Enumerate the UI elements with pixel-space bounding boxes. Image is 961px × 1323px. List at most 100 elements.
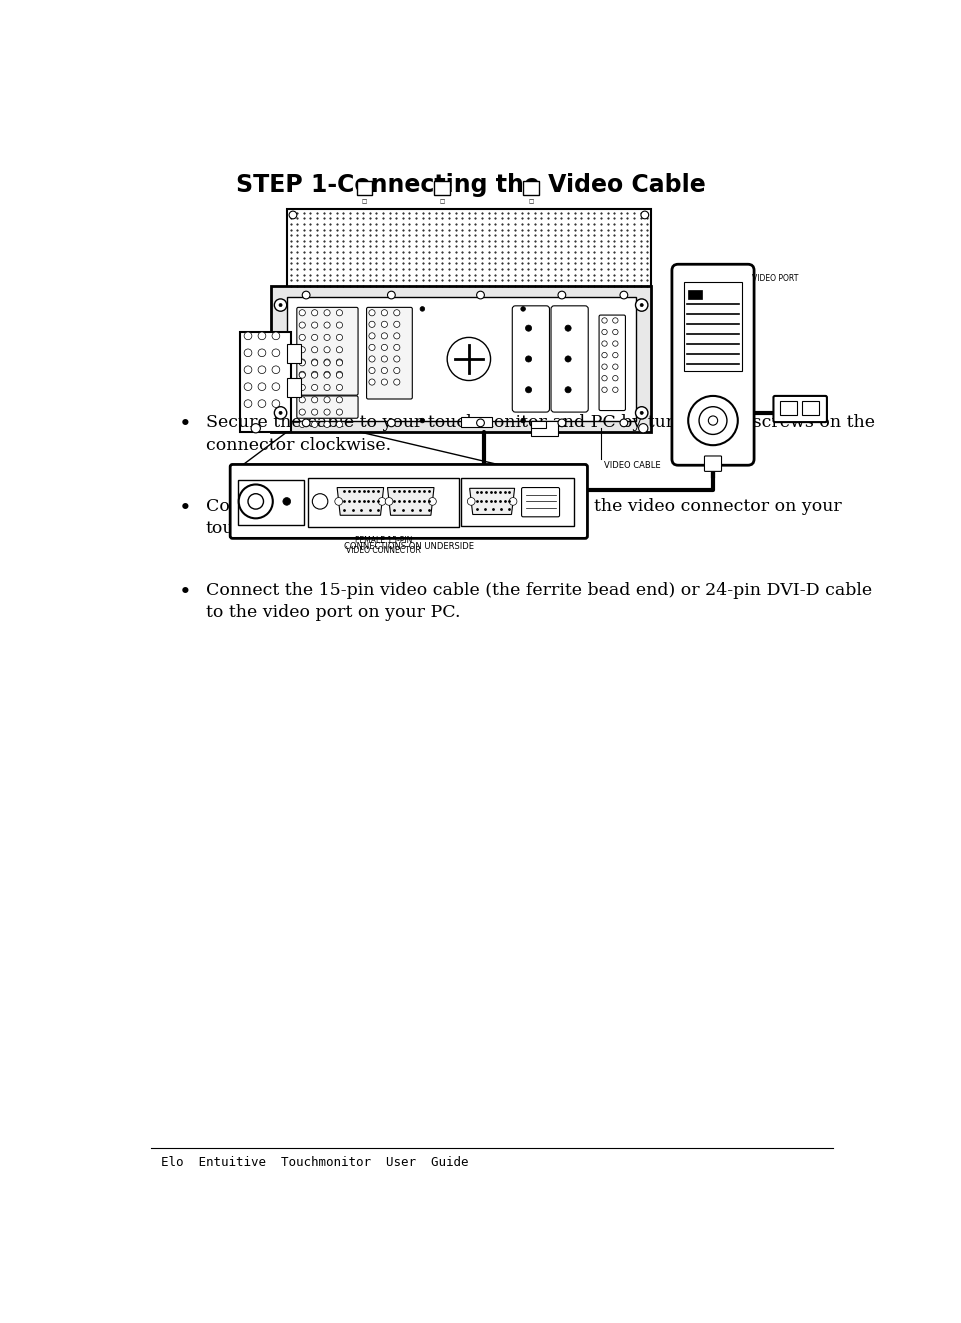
FancyBboxPatch shape [297, 396, 358, 418]
Circle shape [521, 418, 526, 423]
Circle shape [259, 366, 266, 373]
Text: CONNECTIONS ON UNDERSIDE: CONNECTIONS ON UNDERSIDE [344, 542, 474, 552]
Text: •: • [179, 582, 191, 602]
Circle shape [336, 385, 342, 390]
Circle shape [565, 325, 571, 331]
Circle shape [299, 385, 306, 390]
Circle shape [251, 423, 260, 433]
Circle shape [382, 344, 387, 351]
Circle shape [387, 291, 395, 299]
Circle shape [303, 291, 310, 299]
Circle shape [299, 359, 306, 365]
Circle shape [526, 325, 531, 331]
Circle shape [602, 352, 607, 357]
Circle shape [369, 333, 375, 339]
Circle shape [613, 352, 618, 357]
Circle shape [274, 299, 286, 311]
Circle shape [311, 360, 318, 366]
Circle shape [336, 421, 342, 427]
Circle shape [279, 303, 283, 307]
Bar [357, 181, 372, 194]
Circle shape [274, 406, 286, 419]
Circle shape [526, 356, 531, 363]
Circle shape [640, 411, 643, 414]
Circle shape [324, 421, 331, 427]
Circle shape [324, 310, 331, 316]
Circle shape [394, 344, 400, 351]
Circle shape [324, 335, 331, 340]
Circle shape [369, 344, 375, 351]
Circle shape [369, 321, 375, 327]
Circle shape [324, 372, 331, 377]
Circle shape [272, 332, 280, 340]
Circle shape [420, 418, 425, 423]
Circle shape [336, 310, 342, 316]
Circle shape [272, 349, 280, 357]
Bar [271, 286, 651, 433]
Circle shape [394, 310, 400, 316]
Bar [240, 332, 290, 433]
Circle shape [336, 360, 342, 366]
Circle shape [336, 372, 342, 378]
Circle shape [299, 360, 306, 366]
Circle shape [324, 385, 331, 390]
Circle shape [311, 359, 318, 365]
Polygon shape [470, 488, 514, 515]
FancyBboxPatch shape [672, 265, 754, 466]
Circle shape [394, 378, 400, 385]
Circle shape [259, 382, 266, 390]
Circle shape [613, 388, 618, 393]
Circle shape [385, 497, 393, 505]
Circle shape [477, 419, 484, 427]
Circle shape [279, 411, 283, 414]
Text: •: • [179, 497, 191, 519]
Circle shape [336, 321, 342, 328]
Circle shape [283, 497, 290, 505]
Circle shape [244, 382, 252, 390]
Circle shape [620, 291, 628, 299]
Circle shape [420, 307, 425, 311]
Bar [461, 418, 492, 427]
Circle shape [382, 310, 387, 316]
Bar [802, 401, 819, 415]
Circle shape [311, 310, 318, 316]
Circle shape [244, 332, 252, 340]
Text: VIDEO PORT: VIDEO PORT [752, 274, 799, 283]
Text: Elo  Entuitive  Touchmonitor  User  Guide: Elo Entuitive Touchmonitor User Guide [161, 1156, 469, 1170]
Circle shape [336, 372, 342, 377]
Text: Secure the cable to your touchmonitor and PC by turning the screws on the
connec: Secure the cable to your touchmonitor an… [206, 414, 875, 454]
Circle shape [312, 493, 328, 509]
Circle shape [334, 497, 342, 505]
Circle shape [272, 400, 280, 407]
Circle shape [324, 372, 331, 378]
Circle shape [613, 318, 618, 323]
Circle shape [311, 347, 318, 353]
Circle shape [299, 372, 306, 377]
Text: Connect the 15-pin video cable (the ferrite bead end) or 24-pin DVI-D cable
to t: Connect the 15-pin video cable (the ferr… [206, 582, 872, 620]
Circle shape [521, 307, 526, 311]
Circle shape [429, 497, 436, 505]
Circle shape [336, 359, 342, 365]
FancyBboxPatch shape [774, 396, 826, 422]
Bar [523, 181, 538, 194]
Circle shape [387, 419, 395, 427]
Circle shape [248, 493, 263, 509]
Circle shape [303, 419, 310, 427]
Circle shape [244, 366, 252, 373]
Circle shape [336, 335, 342, 340]
Circle shape [382, 378, 387, 385]
Circle shape [324, 347, 331, 353]
FancyBboxPatch shape [231, 464, 587, 538]
Circle shape [635, 299, 648, 311]
Circle shape [394, 368, 400, 373]
Circle shape [244, 400, 252, 407]
Bar [461, 479, 574, 527]
Text: •: • [179, 414, 191, 434]
Bar [286, 298, 635, 421]
Bar [530, 421, 558, 437]
Circle shape [640, 303, 643, 307]
Circle shape [565, 356, 571, 363]
Circle shape [299, 421, 306, 427]
Circle shape [394, 356, 400, 363]
Circle shape [467, 497, 475, 505]
